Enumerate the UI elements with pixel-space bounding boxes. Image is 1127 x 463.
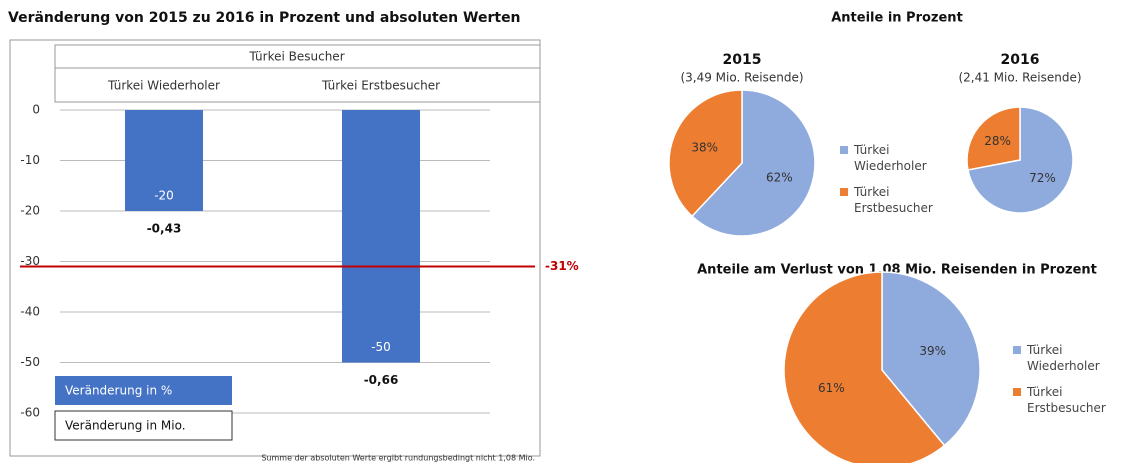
slice-label: 38% (691, 141, 718, 155)
legend-swatch (1013, 388, 1021, 396)
section-heading: Anteile in Prozent (831, 11, 963, 26)
bar-value-label: -50 (371, 340, 391, 354)
legend-label: Türkei Wiederholer (854, 143, 927, 173)
group-label: Türkei Besucher (248, 50, 344, 64)
legend-box (55, 376, 232, 405)
pie-slice (966, 106, 1021, 171)
legend-swatch (840, 146, 848, 154)
header-box (54, 44, 541, 103)
chart-title: Veränderung von 2015 zu 2016 in Prozent … (8, 10, 521, 26)
legend-label: Türkei Erstbesucher (854, 185, 933, 215)
bar (342, 110, 420, 363)
pie-slice (668, 89, 743, 218)
legend-box (54, 410, 233, 441)
slice-label: 72% (1029, 171, 1056, 185)
slice-label: 39% (919, 344, 946, 358)
slice-label: 61% (818, 381, 845, 395)
y-tick-label: -50 (20, 355, 40, 369)
pie-title: 2016 (1001, 52, 1040, 68)
footnote: Summe der absoluten Werte ergibt rundung… (261, 454, 535, 463)
bar (125, 110, 203, 211)
pie-title: 2015 (723, 52, 762, 68)
legend-label: Veränderung in Mio. (65, 419, 186, 433)
y-tick-label: -40 (20, 305, 40, 319)
x-tick-label: Türkei Erstbesucher (321, 79, 440, 93)
y-tick-label: -30 (20, 254, 40, 268)
y-tick-label: -60 (20, 406, 40, 420)
legend-label: Veränderung in % (65, 384, 172, 398)
bar-value-label: -20 (154, 189, 174, 203)
legend-swatch (840, 188, 848, 196)
pie-slice (783, 271, 946, 463)
legend-entry: Türkei Wiederholer (1013, 342, 1127, 374)
legend-entry: Türkei Wiederholer (840, 142, 964, 174)
pie-subtitle: (2,41 Mio. Reisende) (958, 71, 1081, 85)
y-tick-label: -10 (20, 153, 40, 167)
slice-label: 28% (984, 134, 1011, 148)
legend-entry: Türkei Erstbesucher (840, 184, 964, 216)
legend-entry: Türkei Erstbesucher (1013, 384, 1127, 416)
pie-subtitle: (3,49 Mio. Reisende) (680, 71, 803, 85)
legend-swatch (1013, 346, 1021, 354)
legend-label: Türkei Erstbesucher (1027, 385, 1106, 415)
slice-label: 62% (766, 170, 793, 184)
y-tick-label: 0 (32, 103, 40, 117)
abs-value-label: -0,43 (147, 222, 182, 236)
legend-label: Türkei Wiederholer (1027, 343, 1100, 373)
y-tick-label: -20 (20, 204, 40, 218)
pie-slice (881, 271, 981, 447)
x-tick-label: Türkei Wiederholer (107, 79, 220, 93)
reference-label: -31% (545, 259, 579, 273)
section-heading: Anteile am Verlust von 1,08 Mio. Reisend… (697, 263, 1097, 278)
abs-value-label: -0,66 (364, 373, 399, 387)
frame (9, 39, 541, 457)
pie-slice (690, 89, 816, 237)
